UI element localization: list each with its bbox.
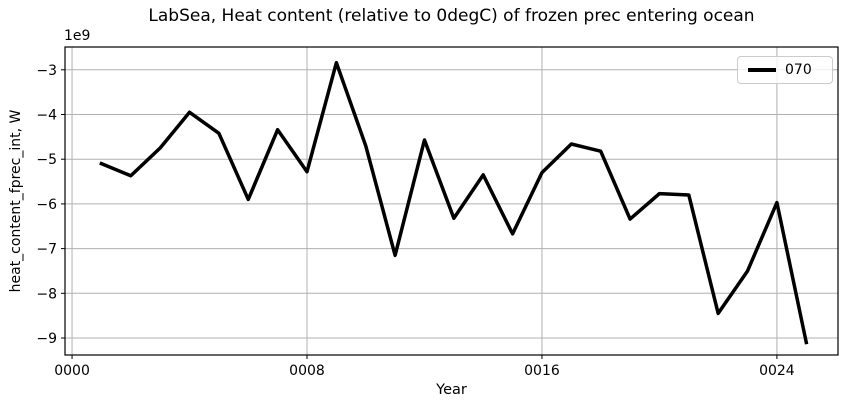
legend: 070 xyxy=(737,56,833,84)
y-axis-offset-label: 1e9 xyxy=(64,28,91,44)
chart-title: LabSea, Heat content (relative to 0degC)… xyxy=(148,6,755,26)
y-tick-label: −8 xyxy=(36,286,57,302)
legend-line-sample xyxy=(748,68,776,72)
data-line-070 xyxy=(99,60,809,345)
x-tick-label: 0000 xyxy=(54,363,90,379)
y-tick-label: −3 xyxy=(36,63,57,79)
plot-border xyxy=(64,46,839,356)
y-tick-label: −7 xyxy=(36,242,57,258)
legend-series-label: 070 xyxy=(785,62,812,78)
x-tick-label: 0016 xyxy=(524,363,560,379)
y-tick-label: −4 xyxy=(36,108,57,124)
x-axis-label: Year xyxy=(436,382,467,398)
y-tick-label: −5 xyxy=(36,152,57,168)
y-tick-label: −9 xyxy=(36,331,57,347)
x-tick-label: 0008 xyxy=(289,363,325,379)
x-tick-label: 0024 xyxy=(759,363,795,379)
y-tick-label: −6 xyxy=(36,197,57,213)
